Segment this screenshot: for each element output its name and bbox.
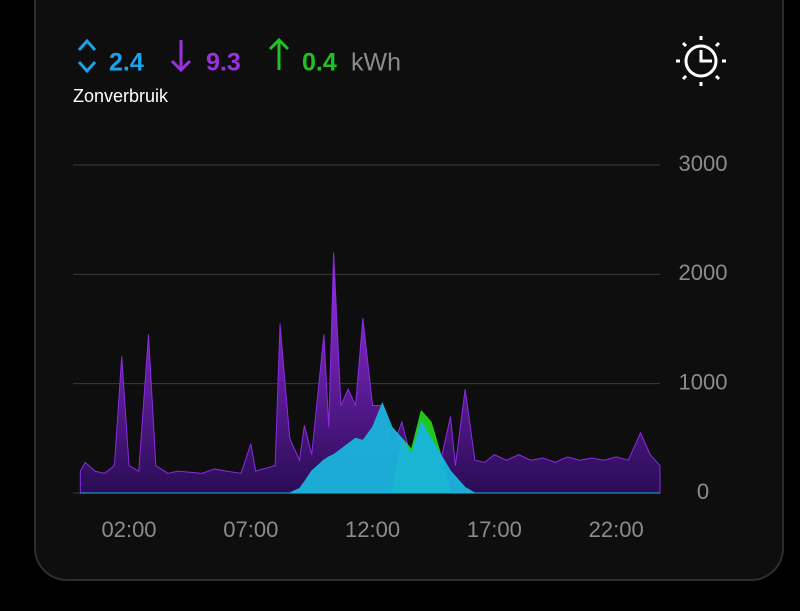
y-tick-label: 2000 (679, 260, 728, 285)
area (80, 402, 660, 494)
y-tick-label: 3000 (679, 151, 728, 176)
header: 2.4 9.3 0.4 kWh Zonverbruik (73, 37, 401, 106)
x-tick-label: 12:00 (345, 517, 400, 542)
x-tick-label: 07:00 (223, 517, 278, 542)
sun-clock-icon[interactable] (676, 36, 726, 86)
y-tick-label: 1000 (679, 369, 728, 394)
icon-import (170, 40, 192, 73)
card-label: Zonverbruik (73, 86, 169, 106)
icon-export (268, 37, 290, 70)
y-tick-label: 0 (697, 479, 709, 504)
x-tick-label: 22:00 (589, 517, 644, 542)
x-tick-label: 02:00 (101, 517, 156, 542)
plot: 0 1000 2000 3000 02:00 07:00 12:00 17:00 22:00 (73, 151, 727, 542)
self-value: 2.4 (109, 49, 144, 77)
import-value: 9.3 (206, 49, 241, 77)
x-tick-label: 17:00 (467, 517, 522, 542)
export-value: 0.4 (302, 49, 337, 77)
icon-self (77, 38, 97, 74)
unit: kWh (351, 49, 401, 77)
card-frame (34, 0, 784, 581)
